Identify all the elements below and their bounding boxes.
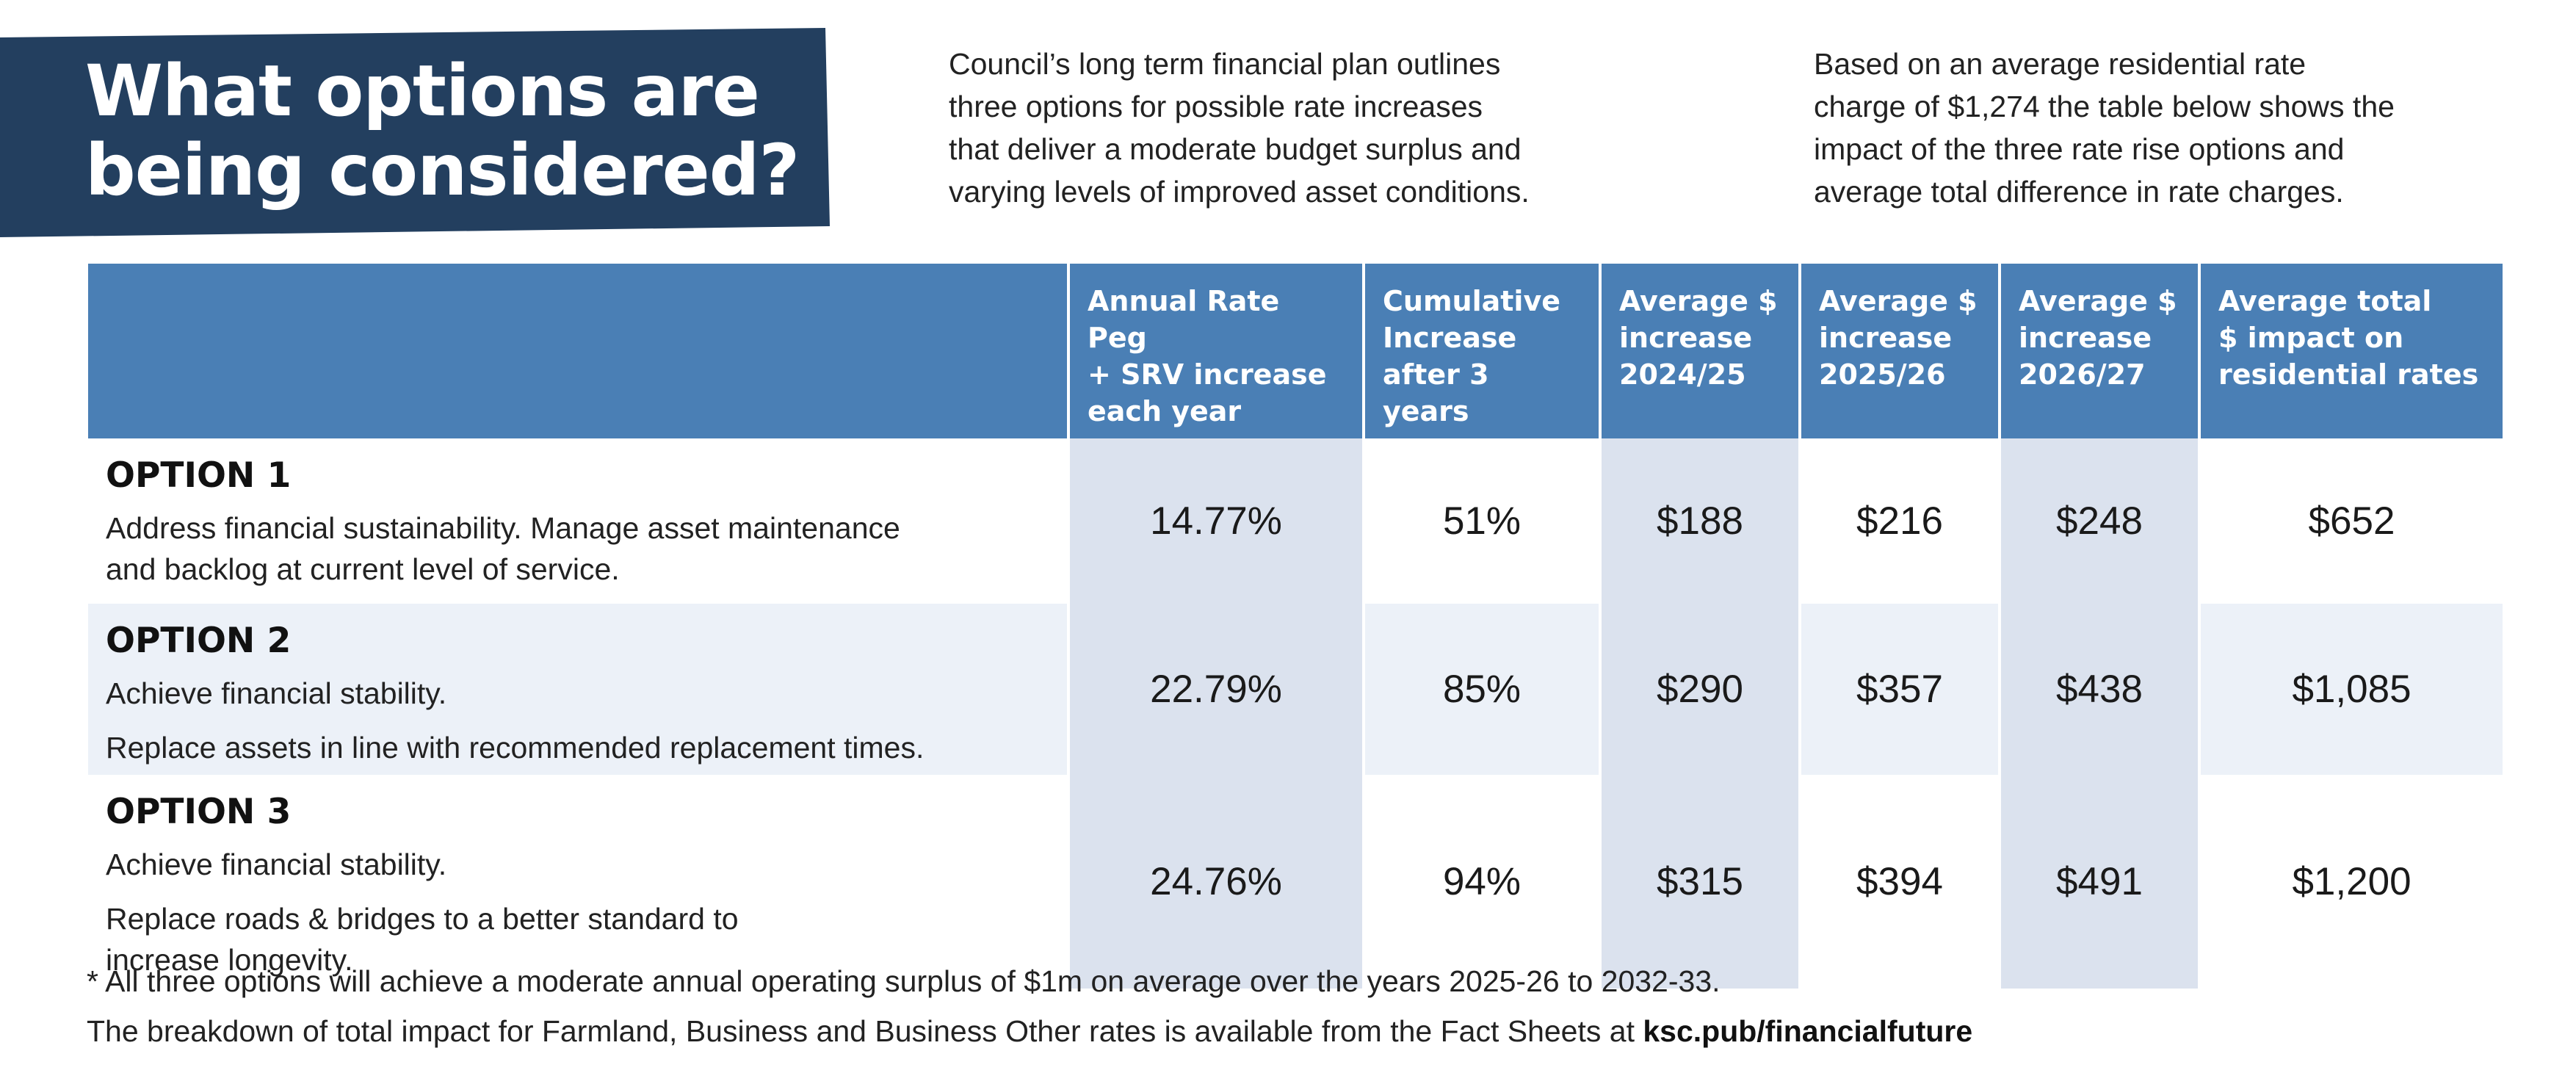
option-2-cumulative: 85% [1362,604,1600,775]
option-2-increase-2025-26: $357 [1798,604,2000,775]
header-cumulative-increase: Cumulative Increase after 3 years [1362,264,1600,438]
option-1-cumulative: 51% [1362,438,1600,604]
option-3-increase-2026-27: $491 [1998,775,2199,989]
header-average-total-impact: Average total $ impact on residential ra… [2198,264,2503,438]
page-title: What options are being considered? [85,50,800,212]
option-2-increase-2026-27: $438 [1998,604,2199,775]
fact-sheets-link[interactable]: ksc.pub/financialfuture [1643,1014,1973,1048]
option-3-line-1: Achieve financial stability. [106,848,447,881]
intro-paragraph-average: Based on an average residential rate cha… [1814,47,2395,209]
header-description [88,264,1068,438]
intro-paragraph-plan: Council’s long term financial plan outli… [949,47,1530,209]
option-1-name: OPTION 1 [106,455,292,496]
option-2-description: OPTION 2 Achieve financial stability. Re… [88,604,1068,775]
option-3-cumulative: 94% [1362,775,1600,989]
option-1-total-impact: $652 [2198,438,2503,604]
option-1-increase-2025-26: $216 [1798,438,2000,604]
footnote: * All three options will achieve a moder… [87,964,1721,998]
table-row-option-1: OPTION 1 Address financial sustainabilit… [88,438,2503,604]
option-1-line-1: Address financial sustainability. Manage… [106,511,900,586]
header-average-increase-2026-27: Average $ increase 2026/27 [1998,264,2199,438]
options-table: Annual Rate Peg + SRV increase each year… [88,264,2503,989]
option-1-annual-rate: 14.77% [1067,438,1364,604]
option-3-total-impact: $1,200 [2198,775,2503,989]
footer-note: The breakdown of total impact for Farmla… [87,1014,1972,1049]
option-1-description: OPTION 1 Address financial sustainabilit… [88,438,1068,604]
option-3-line-2: Replace roads & bridges to a better stan… [106,902,739,977]
option-3-increase-2025-26: $394 [1798,775,2000,989]
option-2-increase-2024-25: $290 [1599,604,1800,775]
option-3-description: OPTION 3 Achieve financial stability. Re… [88,775,1068,989]
table-row-option-2: OPTION 2 Achieve financial stability. Re… [88,604,2503,775]
title-banner [0,28,830,237]
option-1-increase-2026-27: $248 [1998,438,2199,604]
footer-text: The breakdown of total impact for Farmla… [87,1014,1643,1048]
option-3-increase-2024-25: $315 [1599,775,1800,989]
option-3-annual-rate: 24.76% [1067,775,1364,989]
option-1-increase-2024-25: $188 [1599,438,1800,604]
table-header-row: Annual Rate Peg + SRV increase each year… [88,264,2503,438]
option-2-line-1: Achieve financial stability. [106,676,447,710]
option-2-annual-rate: 22.79% [1067,604,1364,775]
option-2-line-2: Replace assets in line with recommended … [106,731,925,765]
header-average-increase-2025-26: Average $ increase 2025/26 [1798,264,2000,438]
option-3-name: OPTION 3 [106,792,292,832]
header-average-increase-2024-25: Average $ increase 2024/25 [1599,264,1800,438]
option-2-total-impact: $1,085 [2198,604,2503,775]
table-row-option-3: OPTION 3 Achieve financial stability. Re… [88,775,2503,989]
header-annual-rate-peg: Annual Rate Peg + SRV increase each year [1067,264,1364,438]
option-2-name: OPTION 2 [106,621,292,661]
